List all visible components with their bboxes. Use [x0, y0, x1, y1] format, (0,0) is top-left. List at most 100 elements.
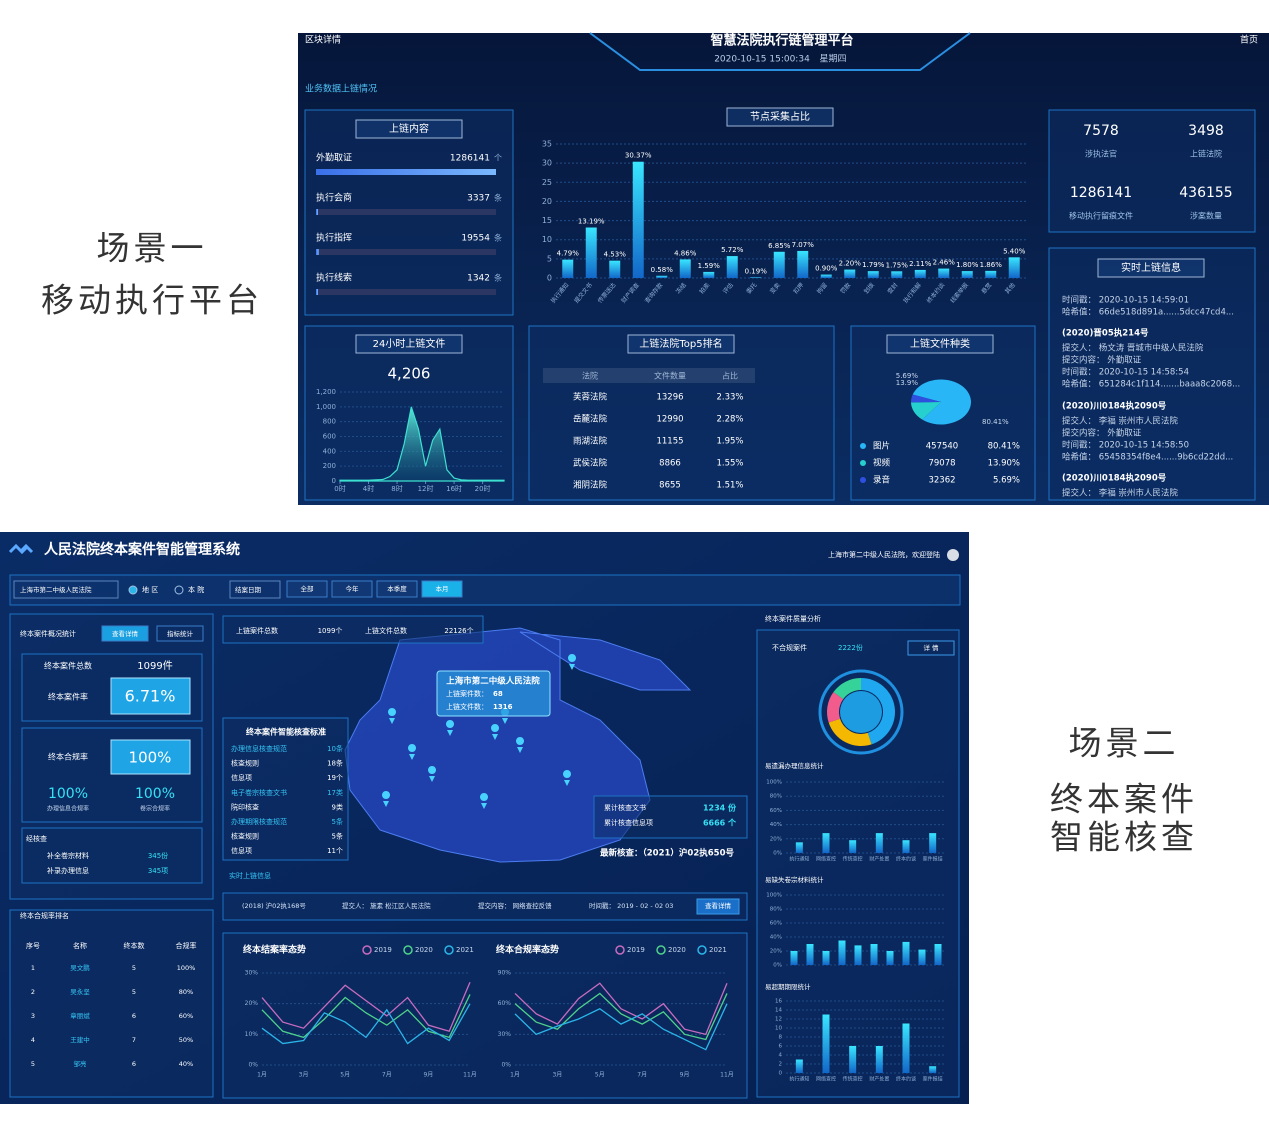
log-line: 提交人： 李福 崇州市人民法院 — [1062, 488, 1178, 499]
y-tick-label: 20% — [770, 836, 782, 842]
y-tick-label: 0 — [332, 477, 336, 485]
metric-value: 345份 — [148, 851, 168, 860]
stat-value: 6666 个 — [703, 818, 737, 828]
radio[interactable] — [128, 585, 138, 595]
x-tick-label: 7月 — [382, 1072, 392, 1079]
item-unit: 条 — [494, 273, 502, 283]
metric-label: 终本合规率 — [48, 752, 88, 762]
bar — [875, 833, 883, 853]
bar — [795, 842, 803, 853]
bar — [934, 944, 942, 965]
y-tick-label: 400 — [323, 447, 336, 455]
table-cell: 7 — [132, 1036, 136, 1044]
y-tick-label: 20% — [770, 949, 782, 955]
standard-item: 办理信息核查规范 — [231, 744, 287, 753]
button[interactable] — [696, 898, 740, 915]
bar — [632, 161, 644, 278]
y-tick-label: 30 — [542, 159, 552, 168]
metric-label: 终本案件总数 — [44, 661, 92, 671]
x-tick-label: 20时 — [475, 484, 491, 493]
nav-link[interactable]: 区块详情 — [305, 34, 341, 46]
panel-title-box — [726, 107, 834, 127]
item-name: 执行线索 — [316, 272, 352, 284]
value-label: 13.19% — [578, 218, 605, 226]
y-tick-label: 14 — [775, 1008, 782, 1014]
metric-label: 卷宗合规率 — [140, 805, 170, 813]
metric-label: 办理信息合规率 — [47, 805, 89, 813]
bar — [609, 260, 621, 278]
table-cell: 5 — [132, 988, 136, 996]
standard-value: 10条 — [327, 744, 343, 753]
filter-button[interactable] — [286, 580, 328, 598]
select[interactable] — [13, 580, 119, 599]
map-pin — [446, 719, 455, 736]
x-tick-label: 3月 — [299, 1072, 309, 1079]
bar — [985, 270, 997, 278]
donut-slice — [833, 678, 861, 700]
item-name: 外勤取证 — [316, 152, 352, 164]
table-header: 终本数 — [124, 941, 145, 950]
log-line: 哈希值： 65458354f8e4......9b6cd22dd... — [1062, 452, 1233, 463]
log-line: 提交内容： 外勤取证 — [1062, 428, 1142, 439]
panel-title: 终本案件智能核查标准 — [245, 727, 326, 737]
stat-value: 7578 — [1083, 123, 1119, 139]
bar — [750, 277, 762, 278]
y-tick-label: 20 — [542, 197, 552, 206]
tab[interactable] — [156, 625, 204, 642]
x-tick-label: 8时 — [391, 484, 402, 493]
map-pin — [563, 769, 572, 786]
value-label: 4.53% — [604, 251, 627, 259]
metric-value: 2222份 — [838, 643, 863, 652]
x-tick-label: 7月 — [637, 1072, 647, 1079]
pie-slice — [911, 394, 941, 403]
table-cell: 吴永坚 — [70, 987, 90, 996]
panel — [222, 932, 748, 1099]
bar — [822, 951, 830, 965]
tab[interactable] — [101, 625, 149, 642]
standard-value: 18条 — [327, 759, 343, 768]
x-tick-label: 财产处置 — [869, 1076, 889, 1083]
chart-title: 易遗漏办理信息统计 — [765, 761, 824, 770]
value-label: 2.11% — [909, 260, 932, 268]
stat-value: 1286141 — [1070, 185, 1132, 201]
bar — [806, 944, 814, 965]
line-series — [261, 1003, 471, 1045]
bar — [849, 1046, 857, 1073]
table-cell: 5 — [31, 1060, 35, 1068]
stat-label: 移动执行留痕文件 — [1069, 211, 1133, 221]
value-label: 30.37% — [625, 152, 652, 160]
header-weekday: 星期四 — [819, 54, 846, 65]
donut-slice — [828, 718, 872, 747]
panel — [222, 892, 748, 921]
table-cell: 1.51% — [716, 481, 743, 491]
stat-label: 累计核查文书 — [604, 803, 646, 812]
panel-title: 实时上链信息 — [1121, 261, 1181, 274]
legend-label: 图片 — [873, 441, 890, 452]
y-tick-label: 0% — [773, 851, 782, 857]
filter-button[interactable] — [421, 580, 463, 598]
value-label: 1.59% — [698, 262, 721, 270]
filter-button[interactable] — [331, 580, 373, 598]
filter-button[interactable] — [376, 580, 418, 598]
y-tick-label: 60% — [770, 921, 782, 927]
radio[interactable] — [174, 585, 184, 595]
nav-link[interactable]: 首页 — [1240, 34, 1258, 46]
y-tick-label: 0% — [773, 963, 782, 969]
metric-value: 1099个 — [318, 627, 343, 635]
table-header: 合规率 — [176, 941, 197, 950]
x-tick-label: 1月 — [257, 1072, 267, 1079]
value-box — [110, 677, 191, 715]
y-tick-label: 10 — [542, 235, 552, 244]
legend-share: 80.41% — [988, 442, 1020, 452]
legend-share: 13.90% — [988, 459, 1020, 469]
standard-value: 9类 — [332, 802, 343, 811]
panel-title: 上链内容 — [389, 122, 429, 135]
legend-marker — [697, 945, 707, 955]
table-cell: 6 — [132, 1060, 136, 1068]
select[interactable] — [229, 580, 281, 599]
legend-count: 457540 — [926, 442, 958, 452]
line-series — [514, 982, 728, 1036]
bar — [822, 1014, 830, 1073]
y-tick-label: 8 — [779, 1035, 783, 1041]
button[interactable] — [907, 640, 955, 656]
